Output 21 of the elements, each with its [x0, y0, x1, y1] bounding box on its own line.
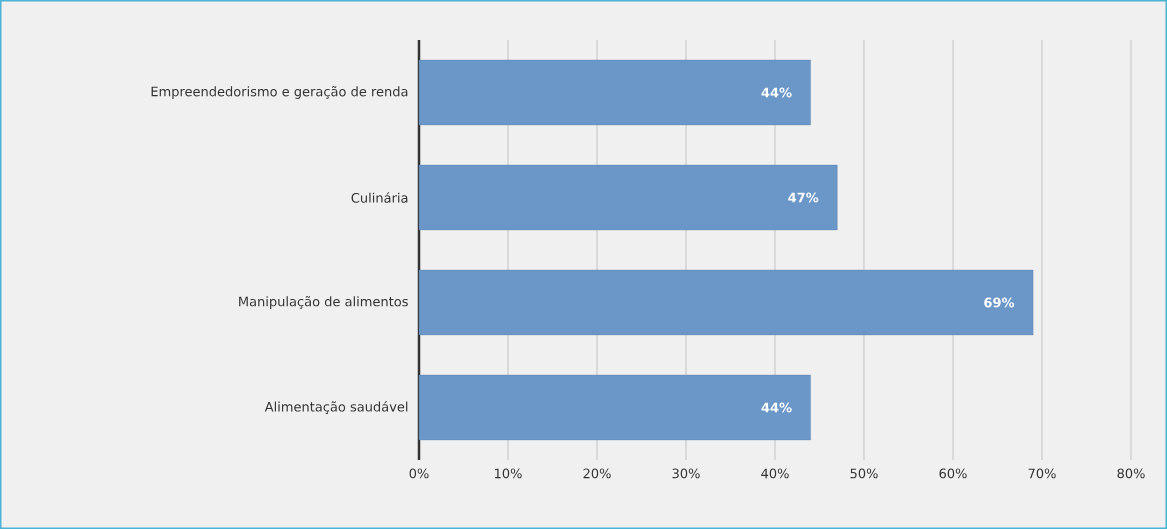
- y-tick-label: Empreendedorismo e geração de renda: [151, 86, 408, 99]
- bar: [418, 59, 811, 126]
- y-tick-label: Culinária: [351, 192, 408, 203]
- x-tick-label: 20%: [583, 468, 611, 479]
- x-tick-label: 80%: [1117, 468, 1145, 479]
- bar: [418, 164, 838, 231]
- bar: [418, 374, 811, 441]
- bar: [418, 269, 1034, 336]
- x-tick-label: 40%: [761, 468, 789, 479]
- data-label: 44%: [761, 87, 792, 98]
- x-tick-label: 0%: [409, 468, 429, 479]
- x-tick-label: 30%: [672, 468, 700, 479]
- data-label: 47%: [788, 192, 819, 203]
- y-tick-label: Manipulação de alimentos: [239, 296, 408, 309]
- x-tick-label: 60%: [939, 468, 967, 479]
- x-tick-label: 10%: [494, 468, 522, 479]
- data-label: 69%: [984, 297, 1015, 308]
- x-tick-label: 70%: [1028, 468, 1056, 479]
- data-label: 44%: [761, 402, 792, 413]
- y-tick-label: Alimentação saudável: [264, 401, 408, 414]
- x-tick-label: 50%: [850, 468, 878, 479]
